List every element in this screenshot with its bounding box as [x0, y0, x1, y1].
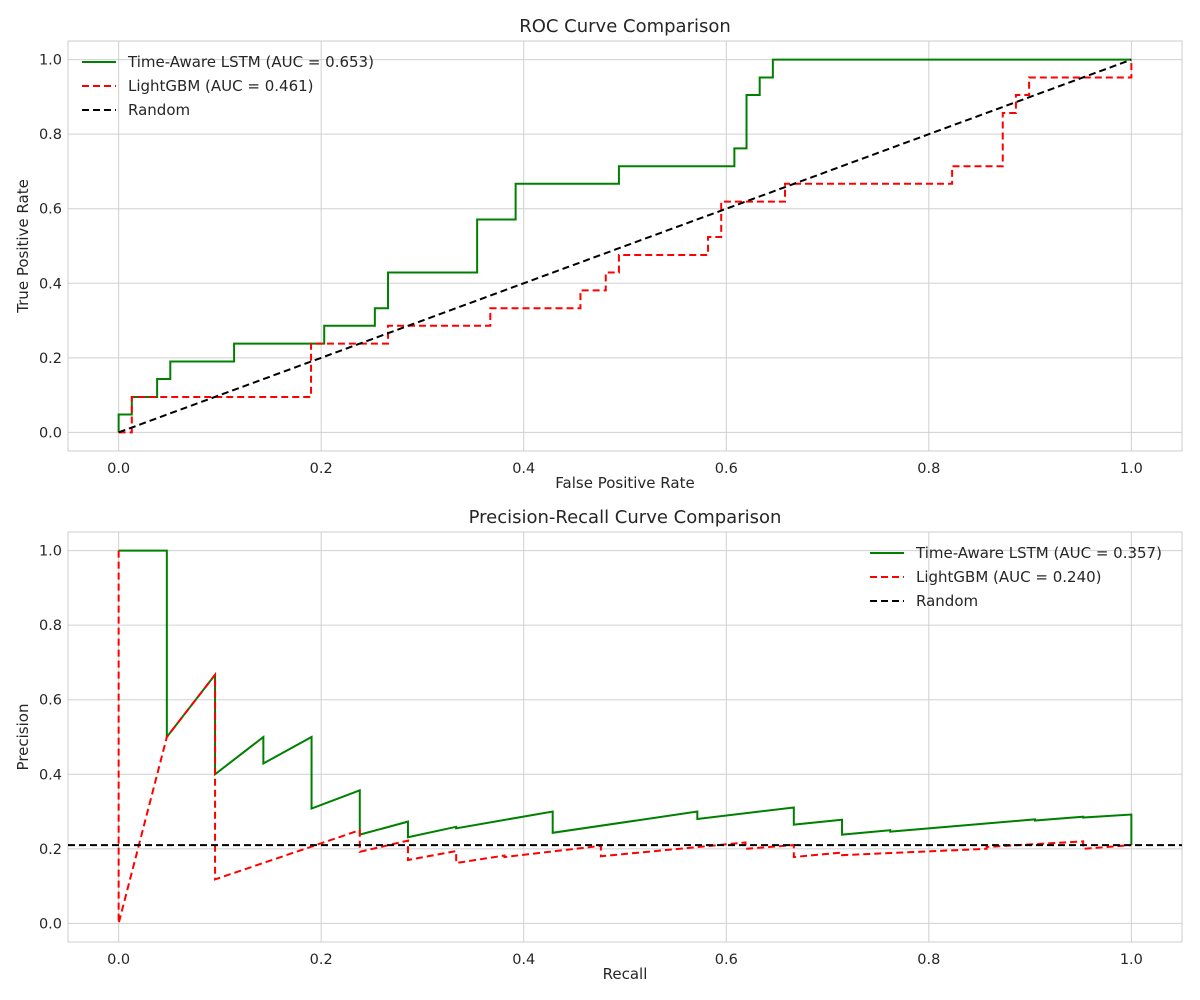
series-line-lstm: [117, 58, 1132, 433]
x-tick-label: 0.6: [715, 461, 738, 477]
x-tick-label: 1.0: [1120, 461, 1143, 477]
y-tick-label: 0.6: [39, 693, 62, 709]
legend-label: LightGBM (AUC = 0.240): [916, 568, 1102, 586]
x-tick-label: 0.0: [107, 461, 130, 477]
y-tick-label: 0.0: [39, 425, 62, 441]
x-tick-label: 0.6: [715, 952, 738, 968]
x-tick-label: 0.0: [107, 952, 130, 968]
x-tick-label: 0.4: [512, 461, 535, 477]
y-tick-label: 1.0: [39, 53, 62, 69]
y-tick-label: 0.8: [39, 127, 62, 143]
axes-frame: [67, 40, 1183, 452]
y-tick-label: 0.0: [39, 916, 62, 932]
series-line-lstm: [118, 549, 1133, 846]
y-tick-label: 0.4: [39, 767, 62, 783]
series-line-lightgbm: [117, 550, 1132, 924]
chart-panel-2: 0.0 0.2 0.4 0.6 0.8 1.0 0.0 0.2 0.4 0.6 0.8 1.0 Prec…: [14, 507, 1183, 983]
y-axis-label: True Positive Rate: [14, 179, 32, 314]
x-tick-label: 1.0: [1120, 952, 1143, 968]
legend: Time-Aware LSTM (AUC = 0.653) LightGBM (A…: [82, 53, 374, 119]
series-group: [68, 549, 1182, 924]
y-tick-label: 1.0: [39, 544, 62, 560]
axes-frame: [67, 531, 1183, 943]
legend-label: Time-Aware LSTM (AUC = 0.653): [127, 53, 374, 71]
x-tick-label: 0.2: [310, 461, 333, 477]
y-tick-label: 0.8: [39, 618, 62, 634]
x-tick-label: 0.8: [917, 461, 940, 477]
x-tick-label: 0.4: [512, 952, 535, 968]
x-tick-label: 0.2: [310, 952, 333, 968]
x-axis-label: Recall: [603, 965, 648, 983]
legend: Time-Aware LSTM (AUC = 0.357) LightGBM (A…: [870, 544, 1162, 610]
legend-label: Time-Aware LSTM (AUC = 0.357): [915, 544, 1162, 562]
x-tick-label: 0.8: [917, 952, 940, 968]
series-line-random: [118, 58, 1132, 434]
y-tick-label: 0.4: [39, 276, 62, 292]
y-tick-label: 0.2: [39, 351, 62, 367]
legend-label: Random: [916, 592, 978, 610]
legend-label: LightGBM (AUC = 0.461): [128, 77, 314, 95]
y-axis-label: Precision: [14, 704, 32, 771]
x-axis-label: False Positive Rate: [555, 474, 694, 492]
y-tick-label: 0.2: [39, 842, 62, 858]
chart-title: Precision-Recall Curve Comparison: [469, 507, 782, 528]
chart-title: ROC Curve Comparison: [519, 16, 731, 37]
series-line-lightgbm: [118, 59, 1133, 434]
legend-label: Random: [128, 101, 190, 119]
y-tick-label: 0.6: [39, 202, 62, 218]
series-group: [117, 58, 1133, 434]
chart-panel-1: 0.0 0.2 0.4 0.6 0.8 1.0 0.0 0.2 0.4 0.6 0.8 1.0 ROC …: [14, 16, 1183, 492]
